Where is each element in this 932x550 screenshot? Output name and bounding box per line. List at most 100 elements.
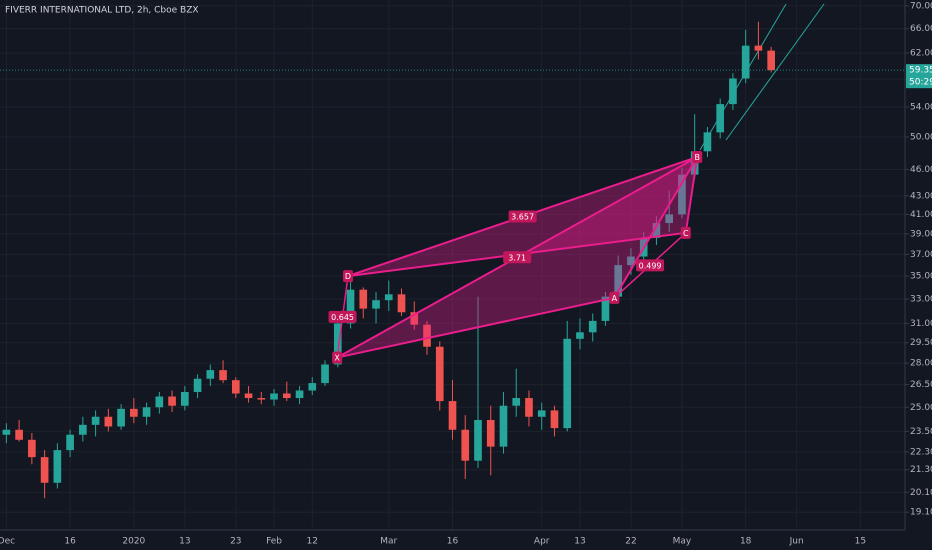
ratio-label: 0.645 bbox=[331, 313, 354, 322]
y-tick-label: 35.00 bbox=[910, 272, 932, 282]
candle-body bbox=[130, 408, 138, 417]
ratio-label: 3.657 bbox=[511, 213, 534, 222]
x-tick-label: Jun bbox=[789, 537, 804, 547]
candle-body bbox=[474, 419, 482, 461]
candle-body bbox=[486, 419, 495, 447]
y-tick-label: 21.30 bbox=[910, 465, 932, 475]
candle-body bbox=[66, 434, 74, 451]
candle-body bbox=[244, 393, 253, 399]
candle-body bbox=[219, 370, 227, 381]
x-tick-label: 13 bbox=[574, 537, 585, 547]
y-tick-label: 20.10 bbox=[910, 488, 932, 498]
y-tick-label: 28.00 bbox=[910, 359, 932, 369]
candle-body bbox=[104, 416, 113, 427]
candle-body bbox=[614, 265, 623, 297]
candle-body bbox=[15, 429, 23, 440]
candle-body bbox=[155, 396, 164, 408]
point-label: X bbox=[334, 354, 340, 363]
x-tick-label: 2020 bbox=[122, 537, 145, 547]
candle-body bbox=[410, 312, 419, 325]
ratio-label: 3.71 bbox=[508, 253, 526, 262]
candle-body bbox=[741, 45, 750, 79]
y-tick-label: 22.30 bbox=[910, 447, 932, 457]
x-tick-label: 16 bbox=[447, 537, 459, 547]
candle-body bbox=[665, 214, 674, 224]
candle-body bbox=[372, 300, 380, 309]
y-tick-label: 37.00 bbox=[910, 250, 932, 260]
candle-body bbox=[168, 396, 176, 406]
y-tick-label: 19.10 bbox=[910, 508, 932, 518]
countdown: 50:29 bbox=[909, 78, 932, 88]
x-tick-label: Feb bbox=[266, 537, 282, 547]
y-tick-label: 66.00 bbox=[910, 24, 932, 34]
candle-body bbox=[28, 439, 36, 458]
trend-line bbox=[725, 3, 825, 141]
chart-title: FIVERR INTERNATIONAL LTD, 2h, Cboe BZX bbox=[5, 6, 199, 16]
candle-body bbox=[333, 323, 342, 365]
x-tick-label: Dec bbox=[0, 537, 15, 547]
point-label-box bbox=[332, 351, 343, 364]
x-tick-label: 16 bbox=[64, 537, 76, 547]
point-label: C bbox=[683, 229, 689, 238]
ratio-label-box bbox=[328, 310, 357, 323]
candle-body bbox=[512, 398, 521, 406]
y-tick-label: 39.00 bbox=[910, 229, 932, 239]
last-price-box bbox=[906, 64, 932, 89]
candle-body bbox=[563, 338, 572, 429]
candle-body bbox=[181, 391, 189, 406]
y-tick-label: 50.00 bbox=[910, 133, 932, 143]
candle-body bbox=[359, 289, 368, 309]
y-tick-label: 41.00 bbox=[910, 210, 932, 220]
candle-body bbox=[767, 50, 775, 71]
y-tick-label: 31.00 bbox=[910, 319, 932, 329]
y-tick-label: 33.00 bbox=[910, 295, 932, 305]
candle-body bbox=[193, 378, 202, 392]
y-tick-label: 25.00 bbox=[910, 403, 932, 413]
candle-body bbox=[499, 405, 508, 447]
x-tick-label: 12 bbox=[307, 537, 318, 547]
candle-body bbox=[461, 429, 470, 461]
ratio-label-box bbox=[503, 251, 532, 264]
x-tick-label: May bbox=[673, 537, 692, 547]
candle-body bbox=[206, 370, 215, 379]
candle-body bbox=[537, 410, 546, 417]
y-tick-label: 23.50 bbox=[910, 427, 932, 437]
candle-body bbox=[231, 380, 240, 394]
candle-body bbox=[703, 132, 712, 152]
ratio-label-box bbox=[508, 210, 537, 223]
last-price-label: 59.35 bbox=[909, 66, 932, 76]
candle-body bbox=[588, 320, 597, 333]
y-tick-label: 70.00 bbox=[910, 1, 932, 11]
y-tick-label: 26.50 bbox=[910, 380, 932, 390]
point-label: D bbox=[345, 272, 351, 281]
candle-body bbox=[308, 383, 317, 391]
candle-body bbox=[321, 364, 329, 384]
candle-body bbox=[729, 78, 737, 105]
candle-body bbox=[754, 45, 763, 51]
candle-body bbox=[2, 429, 11, 435]
x-tick-label: 13 bbox=[179, 537, 190, 547]
point-label-box bbox=[609, 291, 620, 304]
ratio-label-box bbox=[636, 259, 665, 272]
candle-body bbox=[53, 450, 62, 483]
y-tick-label: 54.00 bbox=[910, 102, 932, 112]
point-label: A bbox=[612, 294, 618, 303]
candle-body bbox=[678, 174, 686, 215]
x-tick-label: 23 bbox=[230, 537, 241, 547]
candle-body bbox=[716, 104, 724, 133]
candle-body bbox=[423, 324, 431, 347]
candle-body bbox=[627, 256, 635, 266]
y-tick-label: 43.00 bbox=[910, 191, 932, 201]
y-tick-label: 46.00 bbox=[910, 165, 932, 175]
candle-body bbox=[652, 223, 661, 238]
point-label-box bbox=[680, 226, 691, 239]
y-tick-label: 62.00 bbox=[910, 49, 932, 59]
point-label: B bbox=[694, 153, 700, 162]
candle-body bbox=[397, 294, 406, 313]
candle-body bbox=[525, 398, 533, 417]
candle-body bbox=[257, 398, 266, 400]
x-tick-label: 15 bbox=[855, 537, 866, 547]
